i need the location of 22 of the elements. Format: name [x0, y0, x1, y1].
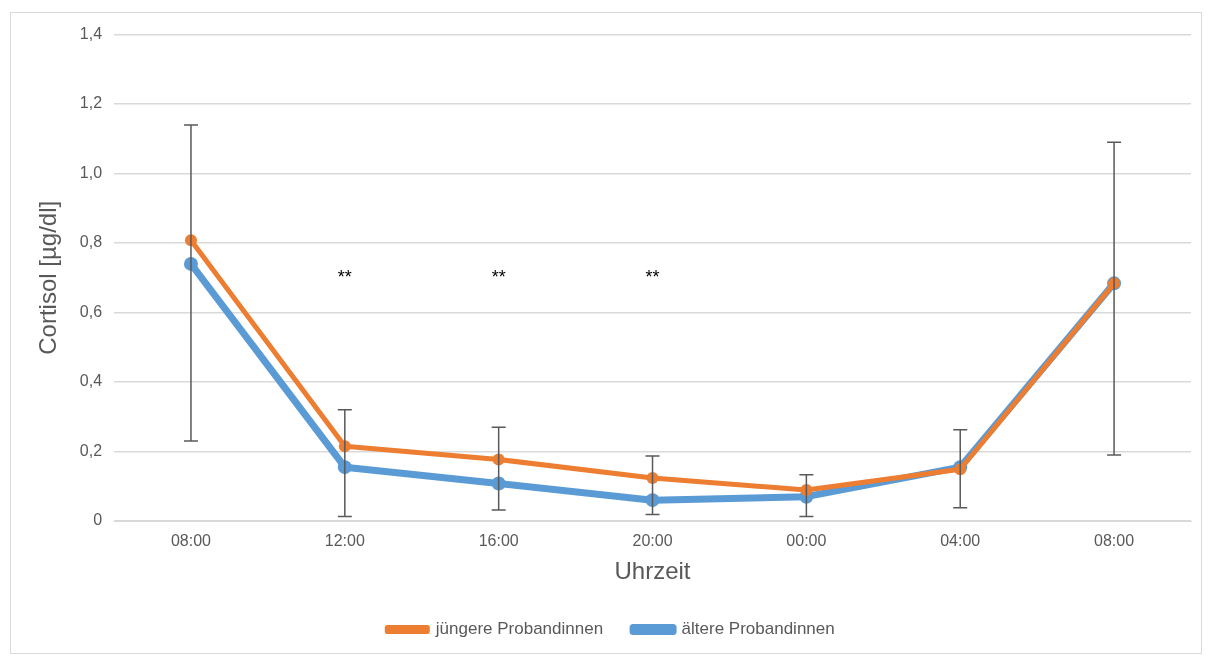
y-tick-label: 0,6: [79, 302, 103, 320]
x-tick-label: 08:00: [1094, 532, 1135, 550]
y-tick-label: 0,2: [79, 441, 103, 459]
y-tick-label: 0,8: [79, 233, 103, 251]
annotation: **: [337, 266, 352, 287]
y-tick-label: 1,4: [79, 25, 103, 43]
x-tick-label: 12:00: [324, 532, 365, 550]
y-tick-label: 0,4: [79, 372, 103, 390]
annotation: **: [645, 266, 660, 287]
legend-label: ältere Probandinnen: [681, 619, 835, 639]
x-tick-label: 04:00: [940, 532, 981, 550]
x-tick-label: 08:00: [170, 532, 212, 550]
x-tick-label: 20:00: [632, 532, 673, 550]
annotation: **: [491, 266, 506, 287]
y-tick-label: 1,0: [79, 163, 103, 181]
y-tick-label: 1,2: [79, 94, 103, 112]
x-tick-label: 00:00: [786, 532, 827, 550]
y-axis-title: Cortisol [µg/dl]: [34, 200, 62, 355]
x-tick-label: 16:00: [478, 532, 519, 550]
y-tick-label: 0: [93, 511, 103, 529]
legend-label: jüngere Probandinnen: [434, 619, 604, 639]
x-axis-title: Uhrzeit: [614, 557, 691, 585]
